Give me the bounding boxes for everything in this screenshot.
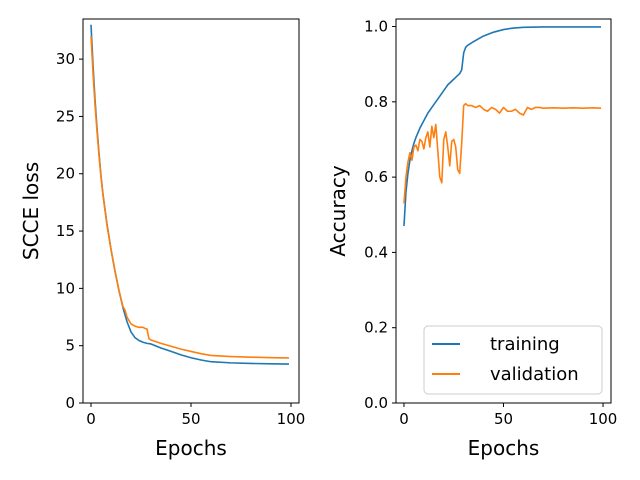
x-tick-label: 50 — [494, 410, 513, 428]
series-line-training — [90, 24, 290, 365]
x-axis-label: Epochs — [155, 436, 227, 460]
y-tick-label: 0.2 — [364, 319, 388, 337]
y-tick-label: 0 — [65, 394, 75, 412]
y-tick-label: 0.4 — [364, 243, 388, 261]
x-tick-label: 50 — [181, 410, 200, 428]
legend-label-training: training — [490, 334, 560, 355]
x-tick-label: 0 — [399, 410, 409, 428]
y-axis-label: Accuracy — [326, 165, 350, 256]
legend-box — [423, 325, 603, 395]
series-line-training — [403, 26, 602, 227]
x-tick-label: 0 — [86, 410, 96, 428]
y-tick-label: 5 — [65, 337, 75, 355]
legend-label-validation: validation — [490, 364, 579, 385]
y-tick-label: 0.8 — [364, 93, 388, 111]
x-tick-label: 100 — [589, 410, 618, 428]
y-tick-label: 30 — [56, 50, 75, 68]
x-tick-label: 100 — [277, 410, 306, 428]
x-axis-label: Epochs — [468, 436, 540, 460]
y-tick-label: 15 — [56, 222, 75, 240]
series-line-validation — [90, 36, 290, 359]
y-axis-label: SCCE loss — [19, 162, 43, 260]
y-tick-label: 1.0 — [364, 18, 388, 36]
y-tick-label: 0.6 — [364, 168, 388, 186]
y-tick-label: 20 — [56, 165, 75, 183]
loss-plot: 0 50 100 0 5 10 15 20 25 30 Epochs SCCE loss — [19, 18, 306, 460]
series-line-validation — [403, 102, 602, 204]
axes-frame — [82, 18, 300, 404]
accuracy-plot: 0 50 100 0.0 0.2 0.4 0.6 0.8 1.0 Epochs Accuracy tr… — [326, 18, 617, 460]
y-tick-label: 10 — [56, 279, 75, 297]
y-tick-label: 0.0 — [364, 394, 388, 412]
y-tick-label: 25 — [56, 107, 75, 125]
